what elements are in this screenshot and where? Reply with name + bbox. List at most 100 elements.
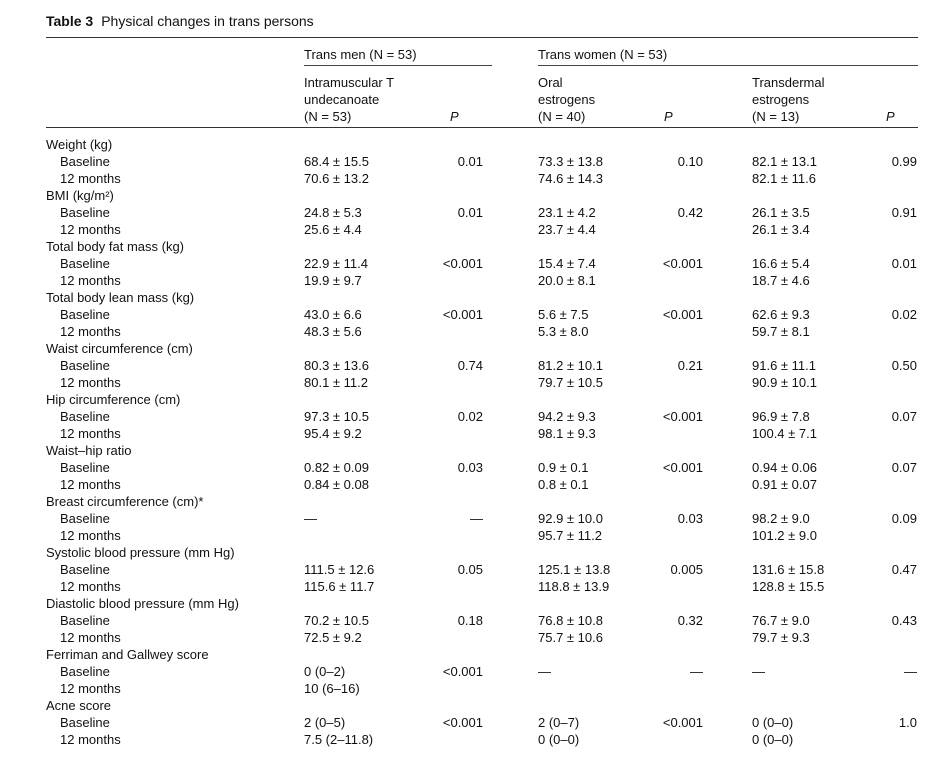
transdermal-p: 0.50 — [891, 358, 917, 373]
transdermal-p: 1.0 — [898, 715, 917, 730]
col-header-line: estrogens — [752, 92, 810, 107]
oral-estrogen-value: 95.7 ± 11.2 — [538, 528, 602, 543]
transdermal-p: 0.91 — [891, 205, 917, 220]
section-label: Diastolic blood pressure (mm Hg) — [46, 596, 239, 611]
transdermal-value: 26.1 ± 3.5 — [752, 205, 810, 220]
table-row: Baseline 0.82 ± 0.09 0.03 0.9 ± 0.1 <0.001… — [0, 459, 950, 476]
trans-men-value: 43.0 ± 6.6 — [304, 307, 362, 322]
trans-men-value: — — [304, 511, 317, 526]
table-row: Baseline 111.5 ± 12.6 0.05 125.1 ± 13.8 0.00… — [0, 561, 950, 578]
header-rule — [46, 127, 918, 128]
table-row: 12 months 19.9 ± 9.7 20.0 ± 8.1 18.7 ± 4.6 — [0, 272, 950, 289]
col-header-line: Intramuscular T — [304, 75, 395, 90]
trans-men-p: <0.001 — [442, 307, 483, 322]
row-label: Baseline — [60, 409, 110, 424]
table-title: Table 3 Physical changes in trans persons — [46, 13, 314, 29]
oral-estrogen-p: <0.001 — [662, 256, 703, 271]
section-header-row: Total body lean mass (kg) — [0, 289, 950, 306]
trans-men-p: 0.18 — [457, 613, 483, 628]
men-group-rule — [304, 65, 492, 66]
oral-estrogen-value: 118.8 ± 13.9 — [538, 579, 610, 594]
oral-estrogen-value: 94.2 ± 9.3 — [538, 409, 596, 424]
row-label: Baseline — [60, 715, 110, 730]
col-header-im-t: Intramuscular T undecanoate (N = 53) — [304, 74, 394, 125]
trans-men-value: 48.3 ± 5.6 — [304, 324, 362, 339]
oral-estrogen-p: 0.03 — [677, 511, 703, 526]
table-number: Table 3 — [46, 13, 94, 29]
trans-men-value: 0 (0–2) — [304, 664, 346, 679]
transdermal-value: 131.6 ± 15.8 — [752, 562, 825, 577]
transdermal-value: 76.7 ± 9.0 — [752, 613, 810, 628]
col-header-line: undecanoate — [304, 92, 380, 107]
table-row: Baseline 24.8 ± 5.3 0.01 23.1 ± 4.2 0.42 26.1… — [0, 204, 950, 221]
transdermal-p: 0.07 — [891, 460, 917, 475]
trans-men-value: 0.82 ± 0.09 — [304, 460, 369, 475]
oral-estrogen-value: 0 (0–0) — [538, 732, 580, 747]
transdermal-value: 16.6 ± 5.4 — [752, 256, 810, 271]
transdermal-value: 101.2 ± 9.0 — [752, 528, 817, 543]
transdermal-value: — — [752, 664, 765, 679]
transdermal-value: 82.1 ± 13.1 — [752, 154, 817, 169]
section-label: Waist–hip ratio — [46, 443, 132, 458]
table-row: 12 months 10 (6–16) — [0, 680, 950, 697]
trans-men-value: 22.9 ± 11.4 — [304, 256, 368, 271]
oral-estrogen-value: 92.9 ± 10.0 — [538, 511, 603, 526]
trans-men-p: 0.74 — [457, 358, 483, 373]
section-label: Acne score — [46, 698, 112, 713]
row-label: 12 months — [60, 630, 121, 645]
row-label: 12 months — [60, 171, 121, 186]
trans-men-value: 97.3 ± 10.5 — [304, 409, 369, 424]
table-row: 12 months 115.6 ± 11.7 118.8 ± 13.9 128.8 ±… — [0, 578, 950, 595]
col-header-line: (N = 13) — [752, 109, 800, 124]
table-row: Baseline 70.2 ± 10.5 0.18 76.8 ± 10.8 0.32 76… — [0, 612, 950, 629]
oral-estrogen-value: 23.1 ± 4.2 — [538, 205, 596, 220]
oral-estrogen-p: 0.42 — [677, 205, 703, 220]
transdermal-value: 98.2 ± 9.0 — [752, 511, 810, 526]
transdermal-value: 0 (0–0) — [752, 715, 794, 730]
oral-estrogen-p: 0.32 — [677, 613, 703, 628]
transdermal-value: 96.9 ± 7.8 — [752, 409, 810, 424]
oral-estrogen-value: 23.7 ± 4.4 — [538, 222, 596, 237]
section-label: Total body lean mass (kg) — [46, 290, 195, 305]
transdermal-value: 26.1 ± 3.4 — [752, 222, 810, 237]
table-row: 12 months 95.4 ± 9.2 98.1 ± 9.3 100.4 ± 7.1 — [0, 425, 950, 442]
col-header-line: (N = 40) — [538, 109, 586, 124]
table-row: 12 months 0.84 ± 0.08 0.8 ± 0.1 0.91 ± 0… — [0, 476, 950, 493]
oral-estrogen-value: 5.3 ± 8.0 — [538, 324, 589, 339]
row-label: Baseline — [60, 664, 110, 679]
trans-men-value: 80.1 ± 11.2 — [304, 375, 368, 390]
trans-men-p: 0.01 — [457, 154, 483, 169]
oral-estrogen-value: 74.6 ± 14.3 — [538, 171, 603, 186]
trans-men-value: 70.6 ± 13.2 — [304, 171, 369, 186]
row-label: 12 months — [60, 222, 121, 237]
trans-men-value: 19.9 ± 9.7 — [304, 273, 362, 288]
transdermal-value: 79.7 ± 9.3 — [752, 630, 810, 645]
transdermal-value: 128.8 ± 15.5 — [752, 579, 825, 594]
group-trans-women: Trans women (N = 53) — [538, 47, 668, 62]
oral-estrogen-p: — — [690, 664, 703, 679]
trans-men-p: 0.02 — [457, 409, 483, 424]
transdermal-p: 0.01 — [891, 256, 917, 271]
row-label: 12 months — [60, 273, 121, 288]
section-label: Ferriman and Gallwey score — [46, 647, 209, 662]
trans-men-value: 80.3 ± 13.6 — [304, 358, 369, 373]
section-header-row: BMI (kg/m²) — [0, 187, 950, 204]
section-label: Systolic blood pressure (mm Hg) — [46, 545, 235, 560]
transdermal-p: — — [904, 664, 917, 679]
oral-estrogen-value: 5.6 ± 7.5 — [538, 307, 589, 322]
group-trans-men: Trans men (N = 53) — [304, 47, 417, 62]
p-header-men: P — [450, 109, 459, 124]
col-header-line: Transdermal — [752, 75, 825, 90]
table-row: Baseline 80.3 ± 13.6 0.74 81.2 ± 10.1 0.21 91… — [0, 357, 950, 374]
oral-estrogen-value: 98.1 ± 9.3 — [538, 426, 596, 441]
table-row: Baseline 22.9 ± 11.4 <0.001 15.4 ± 7.4 <0.00… — [0, 255, 950, 272]
oral-estrogen-value: 125.1 ± 13.8 — [538, 562, 611, 577]
oral-estrogen-value: — — [538, 664, 551, 679]
trans-men-p: <0.001 — [442, 715, 483, 730]
table-row: 12 months 80.1 ± 11.2 79.7 ± 10.5 90.9 ± 10… — [0, 374, 950, 391]
row-label: Baseline — [60, 460, 110, 475]
row-label: Baseline — [60, 307, 110, 322]
table-row: 12 months 7.5 (2–11.8) 0 (0–0) 0 (0–0) — [0, 731, 950, 748]
row-label: Baseline — [60, 358, 110, 373]
